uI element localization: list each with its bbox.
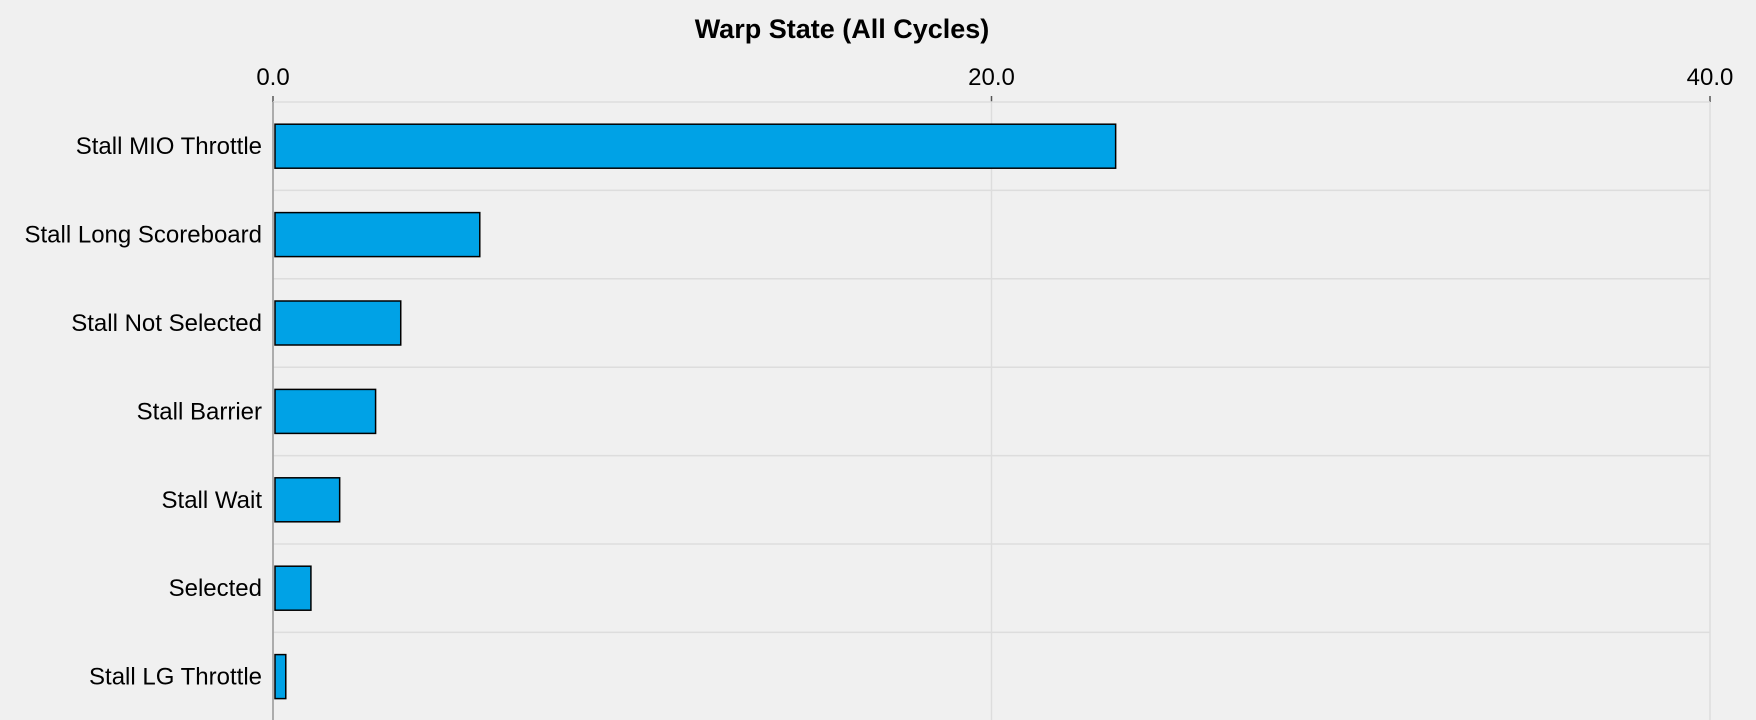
grid-layer [272, 96, 1711, 720]
bar-stall-long-scoreboard [274, 211, 481, 258]
bars-layer [274, 123, 1117, 700]
x-tick-label: 40.0 [1687, 64, 1734, 91]
bar-stall-barrier [274, 388, 377, 435]
category-label: Selected [169, 575, 262, 602]
bar-stall-not-selected [274, 300, 402, 346]
labels-layer: 0.0 20.0 40.0 Stall MIO Throttle Stall Long … [25, 64, 1734, 691]
chart-title: Warp State (All Cycles) [695, 14, 990, 44]
category-label: Stall Long Scoreboard [25, 222, 263, 249]
bar-selected [274, 565, 312, 611]
x-tick-label: 20.0 [968, 64, 1015, 91]
category-label: Stall MIO Throttle [76, 133, 262, 160]
bar-stall-wait [274, 477, 341, 523]
category-label: Stall LG Throttle [89, 664, 262, 691]
category-label: Stall Wait [162, 487, 263, 514]
bar-stall-lg-throttle [274, 653, 287, 700]
category-label: Stall Barrier [137, 398, 262, 425]
x-tick-label: 0.0 [256, 64, 289, 91]
category-label: Stall Not Selected [71, 310, 262, 337]
bar-stall-mio-throttle [274, 123, 1117, 169]
